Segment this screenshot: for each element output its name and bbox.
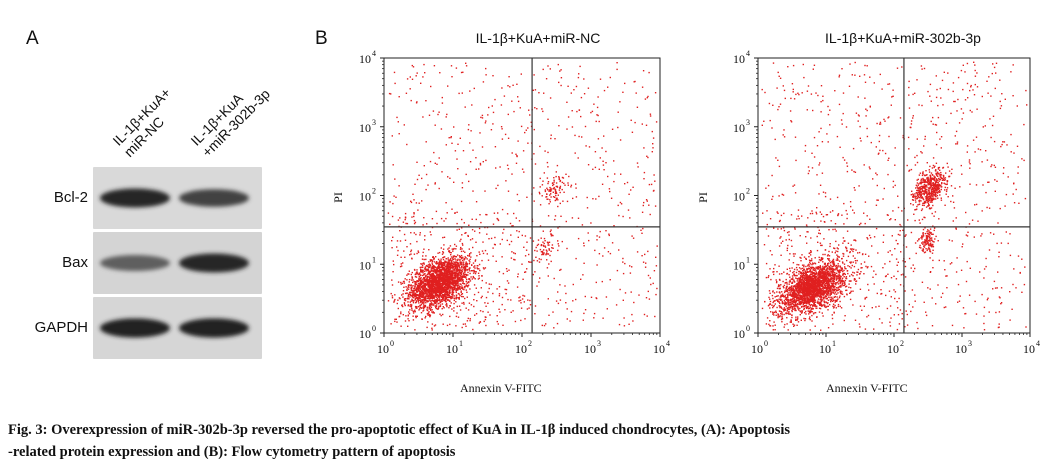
x-tick-exponent: 1 [459, 339, 463, 348]
x-tick-exponent: 2 [900, 339, 904, 348]
x-tick-exponent: 3 [968, 339, 972, 348]
y-tick-label: 10 [733, 258, 745, 272]
y-tick-label: 10 [359, 258, 371, 272]
y-tick-exponent: 3 [746, 118, 750, 127]
y-tick-label: 10 [733, 190, 745, 204]
y-tick-exponent: 4 [746, 49, 750, 58]
flow-plot-1-title: IL-1β+KuA+miR-NC [475, 30, 601, 46]
figure-caption: Fig. 3: Overexpression of miR-302b-3p re… [8, 419, 1040, 463]
flow-plot-2: 10 010 010 110 110 210 210 310 310 410 4 [733, 49, 1040, 356]
y-tick-exponent: 3 [372, 118, 376, 127]
x-tick-label: 10 [751, 342, 763, 356]
y-tick-exponent: 1 [372, 255, 376, 264]
x-tick-exponent: 4 [666, 339, 670, 348]
y-tick-exponent: 1 [746, 255, 750, 264]
x-tick-label: 10 [446, 342, 458, 356]
y-tick-exponent: 0 [372, 324, 376, 333]
y-tick-exponent: 2 [746, 187, 750, 196]
protein-label-bax: Bax [62, 254, 88, 271]
y-tick-exponent: 2 [372, 187, 376, 196]
event-dots [761, 61, 1028, 331]
x-tick-exponent: 0 [390, 339, 394, 348]
y-tick-exponent: 4 [372, 49, 376, 58]
x-tick-exponent: 1 [832, 339, 836, 348]
flow-plot-2-xlabel: Annexin V-FITC [826, 381, 908, 395]
y-tick-label: 10 [359, 52, 371, 66]
y-tick-label: 10 [359, 121, 371, 135]
panel-a-letter: A [26, 28, 39, 49]
flow-plot-1-xlabel: Annexin V-FITC [460, 381, 542, 395]
x-tick-label: 10 [887, 342, 899, 356]
flow-plot-2-title: IL-1β+KuA+miR-302b-3p [825, 30, 981, 46]
flow-plot-1: 10 010 010 110 110 210 210 310 310 410 4 [359, 49, 670, 356]
caption-line-2: -related protein expression and (B): Flo… [8, 444, 456, 460]
x-tick-label: 10 [377, 342, 389, 356]
x-tick-label: 10 [653, 342, 665, 356]
x-tick-exponent: 4 [1036, 339, 1040, 348]
y-tick-label: 10 [359, 327, 371, 341]
x-tick-label: 10 [584, 342, 596, 356]
x-tick-exponent: 0 [764, 339, 768, 348]
x-tick-label: 10 [955, 342, 967, 356]
flow-cytometry-plots: 10 010 010 110 110 210 210 310 310 410 4 10 010 010 1… [359, 49, 1040, 356]
y-tick-label: 10 [359, 190, 371, 204]
x-tick-label: 10 [515, 342, 527, 356]
y-tick-label: 10 [733, 52, 745, 66]
x-tick-exponent: 3 [597, 339, 601, 348]
caption-line-1: Fig. 3: Overexpression of miR-302b-3p re… [8, 422, 791, 438]
protein-label-gapdh: GAPDH [34, 319, 88, 336]
x-tick-exponent: 2 [528, 339, 532, 348]
protein-label-bcl2: Bcl-2 [53, 189, 88, 206]
event-dots [387, 62, 658, 331]
panel-b-letter: B [315, 28, 328, 49]
y-tick-label: 10 [733, 327, 745, 341]
x-tick-label: 10 [819, 342, 831, 356]
y-tick-label: 10 [733, 121, 745, 135]
y-tick-exponent: 0 [746, 324, 750, 333]
x-tick-label: 10 [1023, 342, 1035, 356]
